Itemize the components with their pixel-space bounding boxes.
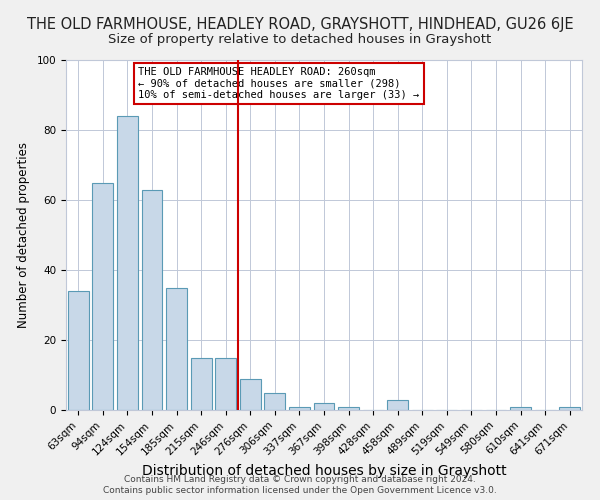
Bar [215, 358, 236, 410]
Bar [117, 116, 138, 410]
Text: THE OLD FARMHOUSE HEADLEY ROAD: 260sqm
← 90% of detached houses are smaller (298: THE OLD FARMHOUSE HEADLEY ROAD: 260sqm ←… [138, 67, 419, 100]
Bar [559, 406, 580, 410]
Bar [191, 358, 212, 410]
Bar [289, 406, 310, 410]
X-axis label: Distribution of detached houses by size in Grayshott: Distribution of detached houses by size … [142, 464, 506, 477]
Bar [142, 190, 163, 410]
Bar [338, 406, 359, 410]
Bar [166, 288, 187, 410]
Bar [265, 392, 286, 410]
Text: Contains HM Land Registry data © Crown copyright and database right 2024.: Contains HM Land Registry data © Crown c… [124, 475, 476, 484]
Bar [92, 182, 113, 410]
Bar [240, 378, 261, 410]
Text: Size of property relative to detached houses in Grayshott: Size of property relative to detached ho… [109, 32, 491, 46]
Bar [387, 400, 408, 410]
Bar [314, 403, 334, 410]
Text: Contains public sector information licensed under the Open Government Licence v3: Contains public sector information licen… [103, 486, 497, 495]
Bar [510, 406, 531, 410]
Bar [68, 291, 89, 410]
Text: THE OLD FARMHOUSE, HEADLEY ROAD, GRAYSHOTT, HINDHEAD, GU26 6JE: THE OLD FARMHOUSE, HEADLEY ROAD, GRAYSHO… [26, 18, 574, 32]
Y-axis label: Number of detached properties: Number of detached properties [17, 142, 30, 328]
